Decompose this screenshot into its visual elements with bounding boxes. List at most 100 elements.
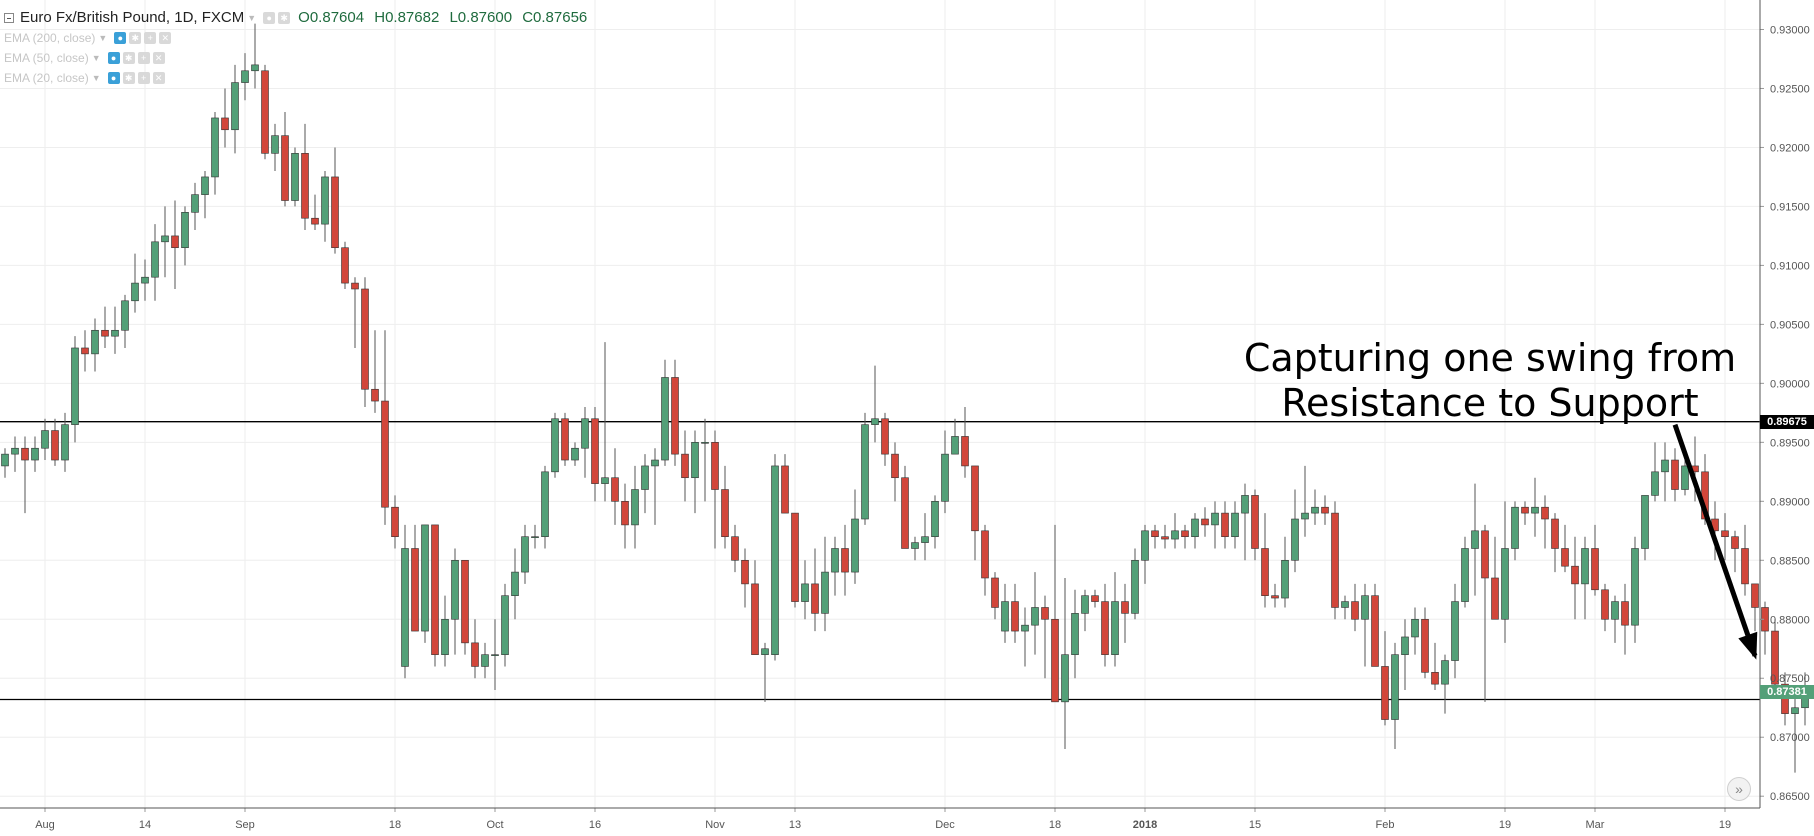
candle-body: [441, 618, 449, 655]
chevron-down-icon[interactable]: ▼: [91, 53, 101, 63]
grid: [0, 0, 1760, 808]
candle-body: [1771, 630, 1779, 685]
gear-icon[interactable]: ✱: [122, 72, 135, 84]
candle-body: [1011, 601, 1019, 632]
collapse-icon[interactable]: [4, 13, 14, 23]
chevron-right-double-icon[interactable]: »: [1727, 777, 1751, 801]
eye-icon[interactable]: ●: [107, 72, 120, 84]
candle-body: [21, 447, 29, 461]
plus-icon[interactable]: +: [137, 52, 150, 64]
candle-body: [871, 418, 879, 425]
candle-body: [61, 424, 69, 461]
candle-body: [851, 518, 859, 573]
candle-body: [981, 530, 989, 579]
indicator-label[interactable]: EMA (200, close): [4, 31, 96, 45]
x-tick-label: 19: [1719, 819, 1731, 831]
candle-body: [221, 117, 229, 131]
candle-body: [711, 442, 719, 490]
candle-body: [1221, 512, 1229, 538]
close-icon[interactable]: ✕: [159, 32, 172, 44]
close-icon[interactable]: ✕: [152, 72, 165, 84]
indicator-label[interactable]: EMA (50, close): [4, 51, 89, 65]
candle-body: [941, 453, 949, 502]
candle-body: [1191, 518, 1199, 538]
candle-body: [591, 418, 599, 484]
y-tick-label: 0.90500: [1770, 319, 1810, 331]
eye-icon[interactable]: ●: [114, 32, 127, 44]
plus-icon[interactable]: +: [137, 72, 150, 84]
candle-body: [521, 536, 529, 573]
candle-body: [501, 595, 509, 655]
candle-body: [811, 583, 819, 614]
candle-body: [1231, 512, 1239, 538]
candle-body: [561, 418, 569, 461]
candle-body: [681, 453, 689, 479]
x-tick-label: Mar: [1586, 819, 1605, 831]
gear-icon[interactable]: ✱: [278, 12, 291, 24]
candle-body: [1521, 506, 1529, 514]
candle-body: [511, 571, 519, 596]
candle-body: [1641, 495, 1649, 549]
candle-body: [1371, 595, 1379, 667]
x-tick-label: Dec: [935, 819, 955, 831]
candle-body: [921, 536, 929, 543]
indicator-row[interactable]: EMA (200, close) ▼ ● ✱ + ✕: [4, 28, 593, 48]
resistance-price-tag: 0.89675: [1760, 414, 1814, 429]
candle-body: [401, 548, 409, 667]
candle-body: [1051, 618, 1059, 703]
chevron-down-icon[interactable]: ▼: [247, 13, 257, 23]
candle-body: [1401, 636, 1409, 655]
y-tick-label: 0.89000: [1770, 496, 1810, 508]
candle-body: [161, 235, 169, 243]
x-tick-label: 15: [1249, 819, 1261, 831]
symbol-title[interactable]: Euro Fx/British Pound, 1D, FXCM: [20, 9, 245, 26]
candle-body: [1281, 559, 1289, 599]
candle-body: [181, 212, 189, 249]
candle-body: [1031, 607, 1039, 626]
candle-body: [651, 459, 659, 467]
gear-icon[interactable]: ✱: [129, 32, 142, 44]
candle-body: [1101, 601, 1109, 655]
ohlc-values: O0.87604 H0.87682 L0.87600 C0.87656: [298, 9, 593, 27]
candle-body: [781, 465, 789, 514]
x-tick-label: Feb: [1376, 819, 1395, 831]
chevron-down-icon[interactable]: ▼: [91, 73, 101, 83]
candle-body: [1661, 459, 1669, 473]
eye-icon[interactable]: ●: [107, 52, 120, 64]
annotation-text: Capturing one swing from Resistance to S…: [1230, 336, 1750, 426]
candle-body: [641, 465, 649, 490]
eye-icon[interactable]: ●: [263, 12, 276, 24]
indicator-label[interactable]: EMA (20, close): [4, 71, 89, 85]
arrow-head: [1738, 631, 1758, 660]
close-icon[interactable]: ✕: [152, 52, 165, 64]
candle-body: [761, 648, 769, 655]
candle-body: [1061, 654, 1069, 703]
indicator-row[interactable]: EMA (50, close) ▼ ● ✱ + ✕: [4, 48, 593, 68]
annotation-arrow: [1672, 423, 1758, 660]
candle-body: [1501, 548, 1509, 620]
annotation-line-2: Resistance to Support: [1281, 381, 1699, 425]
candle-body: [171, 235, 179, 249]
candle-body: [701, 442, 709, 444]
candle-body: [1741, 548, 1749, 585]
annotation-line-1: Capturing one swing from: [1243, 336, 1737, 380]
plus-icon[interactable]: +: [144, 32, 157, 44]
candle-body: [1331, 512, 1339, 608]
candle-body: [31, 447, 39, 461]
candle-body: [1631, 548, 1639, 626]
candle-body: [11, 447, 19, 455]
candle-body: [1261, 548, 1269, 596]
x-tick-label: 18: [1049, 819, 1061, 831]
candle-body: [151, 241, 159, 278]
indicator-row[interactable]: EMA (20, close) ▼ ● ✱ + ✕: [4, 68, 593, 88]
candle-body: [1481, 530, 1489, 579]
gear-icon[interactable]: ✱: [122, 52, 135, 64]
chart-legend: Euro Fx/British Pound, 1D, FXCM ▼ ● ✱ O0…: [4, 8, 593, 88]
candle-body: [101, 329, 109, 337]
y-tick-label: 0.91000: [1770, 260, 1810, 272]
candle-body: [1001, 601, 1009, 632]
chevron-down-icon[interactable]: ▼: [98, 33, 108, 43]
candle-body: [721, 489, 729, 538]
candle-body: [141, 276, 149, 284]
